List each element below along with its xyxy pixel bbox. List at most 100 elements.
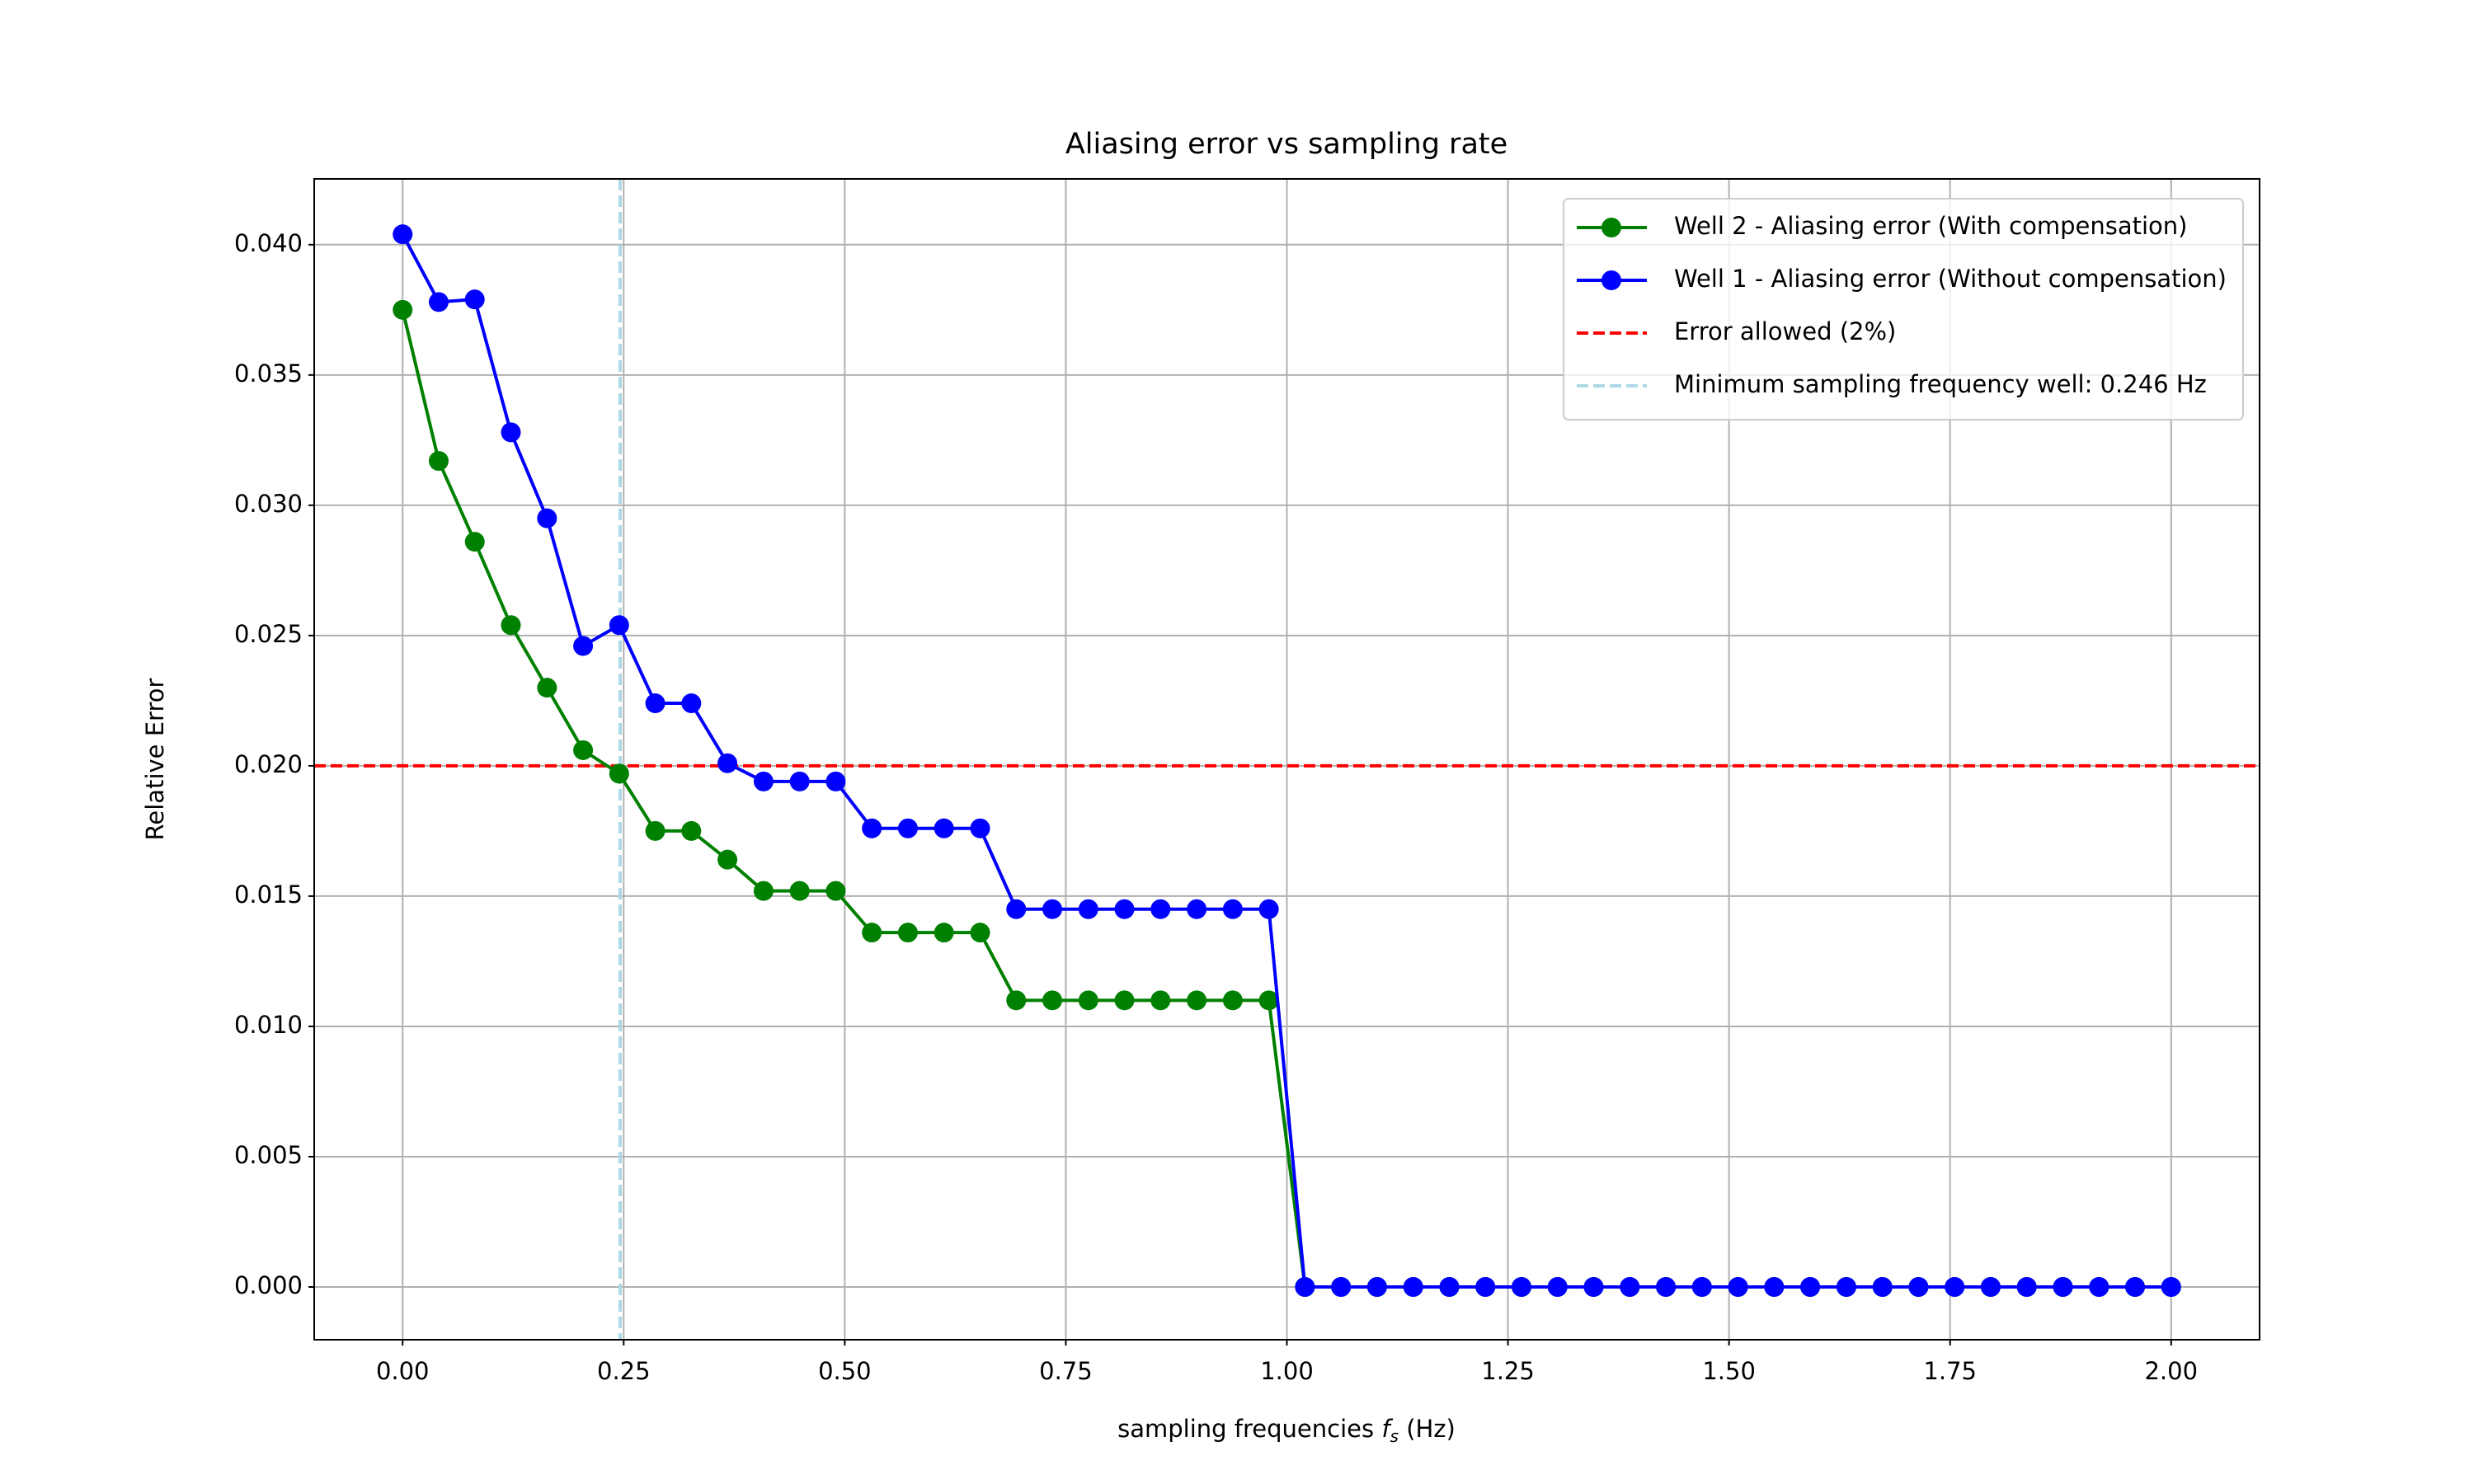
legend: Well 2 - Aliasing error (With compensati… xyxy=(1562,198,2244,420)
marker xyxy=(1620,1277,1640,1297)
marker xyxy=(1945,1277,1965,1297)
marker xyxy=(934,818,954,838)
marker xyxy=(501,615,521,636)
x-tick-label: 2.00 xyxy=(2144,1357,2198,1385)
x-tick-label: 1.50 xyxy=(1702,1357,1756,1385)
marker xyxy=(1403,1277,1423,1297)
marker xyxy=(1547,1277,1568,1297)
y-tick-label: 0.040 xyxy=(234,229,303,257)
marker xyxy=(1078,899,1098,919)
y-tick-label: 0.035 xyxy=(234,359,303,387)
marker xyxy=(862,818,882,838)
marker xyxy=(825,881,846,901)
marker xyxy=(681,820,702,841)
marker xyxy=(717,753,738,773)
y-axis-label: Relative Error xyxy=(141,678,169,840)
marker xyxy=(1222,899,1243,919)
marker xyxy=(1150,990,1171,1011)
x-tick-label: 0.75 xyxy=(1039,1357,1093,1385)
y-tick-label: 0.005 xyxy=(234,1141,303,1169)
marker xyxy=(1691,1277,1712,1297)
marker xyxy=(1656,1277,1677,1297)
marker xyxy=(934,923,954,943)
marker xyxy=(1295,1277,1315,1297)
marker xyxy=(537,678,557,698)
marker xyxy=(645,693,666,714)
legend-marker xyxy=(1601,270,1621,290)
marker xyxy=(1006,899,1027,919)
marker xyxy=(2089,1277,2109,1297)
x-tick-label: 1.75 xyxy=(1923,1357,1977,1385)
marker xyxy=(681,693,702,714)
marker xyxy=(573,636,594,656)
x-tick-label: 0.00 xyxy=(376,1357,430,1385)
marker xyxy=(2161,1277,2181,1297)
plot-frame xyxy=(313,178,2260,1341)
marker xyxy=(1150,899,1171,919)
marker xyxy=(1366,1277,1387,1297)
marker xyxy=(1980,1277,2001,1297)
marker xyxy=(1511,1277,1531,1297)
marker xyxy=(609,615,629,636)
marker xyxy=(2016,1277,2037,1297)
x-tick-label: 0.25 xyxy=(597,1357,651,1385)
marker xyxy=(1764,1277,1785,1297)
y-tick-label: 0.010 xyxy=(234,1011,303,1039)
y-tick-label: 0.025 xyxy=(234,620,303,648)
y-tick-label: 0.015 xyxy=(234,881,303,909)
marker xyxy=(464,289,485,310)
marker xyxy=(1331,1277,1352,1297)
marker xyxy=(1187,899,1207,919)
marker xyxy=(1583,1277,1604,1297)
marker xyxy=(1222,990,1243,1011)
marker xyxy=(1836,1277,1856,1297)
x-label-text: sampling frequencies xyxy=(1117,1415,1374,1443)
marker xyxy=(537,508,557,528)
marker xyxy=(464,532,485,552)
x-label-subscript: s xyxy=(1390,1426,1399,1446)
marker xyxy=(970,818,990,838)
x-label-unit: (Hz) xyxy=(1406,1415,1456,1443)
marker xyxy=(393,299,413,320)
marker xyxy=(2125,1277,2146,1297)
marker xyxy=(789,881,810,901)
marker xyxy=(1475,1277,1496,1297)
y-tick-label: 0.030 xyxy=(234,490,303,518)
marker xyxy=(1728,1277,1748,1297)
marker xyxy=(393,224,413,245)
legend-marker xyxy=(1601,218,1621,237)
marker xyxy=(789,771,810,791)
x-tick-label: 0.50 xyxy=(818,1357,872,1385)
y-tick-label: 0.000 xyxy=(234,1271,303,1299)
legend-label: Well 2 - Aliasing error (With compensati… xyxy=(1674,212,2188,240)
marker xyxy=(1258,899,1279,919)
marker xyxy=(1439,1277,1460,1297)
marker xyxy=(1908,1277,1929,1297)
x-axis-label: sampling frequencies fs (Hz) xyxy=(1117,1415,1456,1446)
marker xyxy=(1006,990,1027,1011)
marker xyxy=(573,740,594,760)
x-tick-label: 1.25 xyxy=(1481,1357,1535,1385)
marker xyxy=(1042,899,1063,919)
marker xyxy=(717,849,738,870)
marker xyxy=(862,923,882,943)
marker xyxy=(2053,1277,2073,1297)
marker xyxy=(1042,990,1063,1011)
x-label-unit xyxy=(1399,1415,1406,1443)
legend-label: Well 1 - Aliasing error (Without compens… xyxy=(1674,265,2227,293)
marker xyxy=(897,923,918,943)
legend-label: Minimum sampling frequency well: 0.246 H… xyxy=(1674,370,2207,398)
marker xyxy=(1872,1277,1893,1297)
marker xyxy=(1800,1277,1821,1297)
marker xyxy=(1114,899,1135,919)
legend-label: Error allowed (2%) xyxy=(1674,317,1896,345)
marker xyxy=(897,818,918,838)
marker xyxy=(825,771,846,791)
marker xyxy=(1187,990,1207,1011)
marker xyxy=(501,422,521,443)
legend-box xyxy=(1562,198,2244,420)
marker xyxy=(428,292,449,312)
marker xyxy=(645,820,666,841)
